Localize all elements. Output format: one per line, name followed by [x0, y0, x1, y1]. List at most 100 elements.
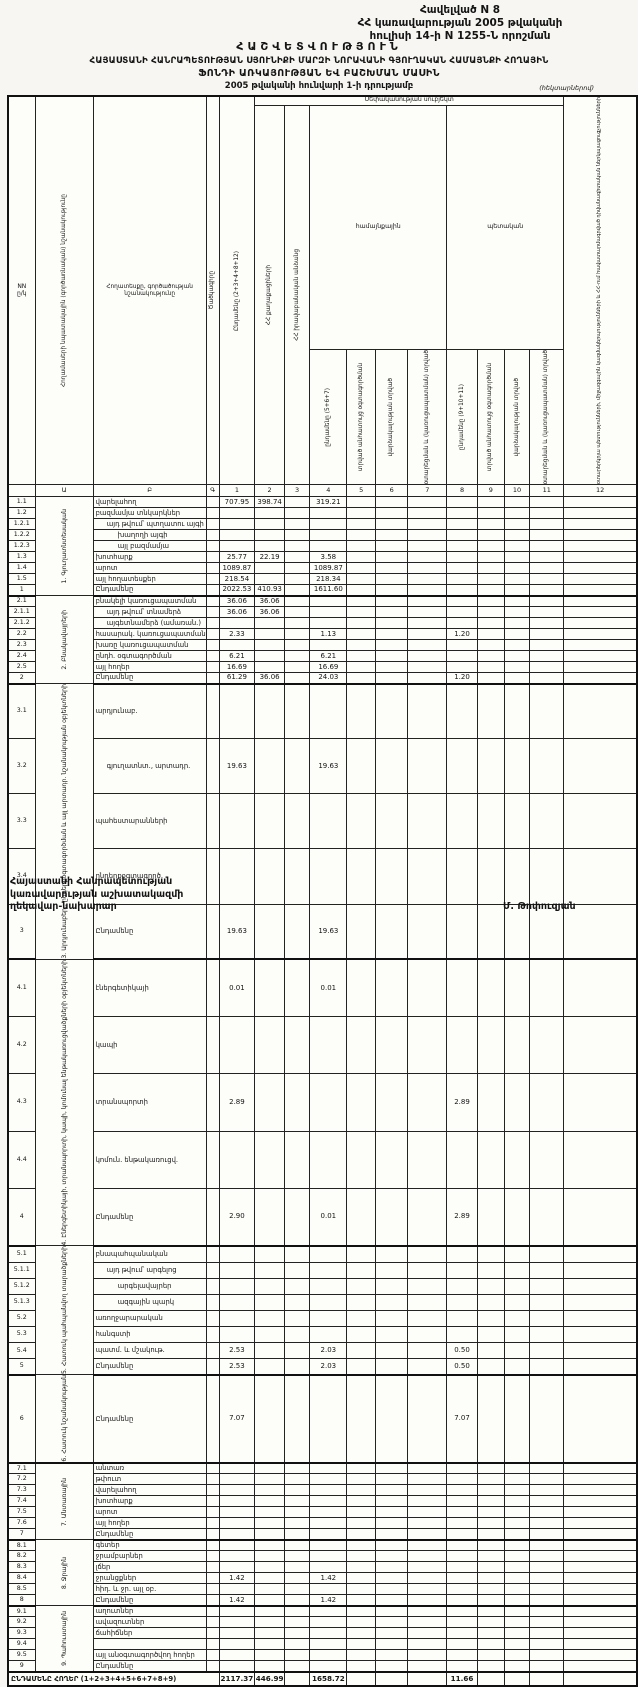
value-cell — [346, 1261, 376, 1279]
table-row: 4.3 տրանսպորտի 2.89 2.89 — [7, 1073, 638, 1132]
value-cell — [309, 518, 348, 531]
value-cell — [503, 738, 531, 795]
value-cell — [254, 650, 286, 663]
row-label: էներգետիկայի — [92, 958, 207, 1018]
table-row: 5.1.2 արգելավայրեր — [7, 1277, 638, 1295]
table-row: 8.5 հիդ. և ջր. այլ օբ. — [7, 1583, 638, 1596]
value-cell — [529, 617, 565, 630]
value-cell — [374, 540, 409, 553]
value-cell — [563, 1261, 638, 1279]
row-number: 8.5 — [7, 1583, 36, 1596]
table-row: 1.2.3 այլ բազմամյա — [7, 540, 638, 553]
value-cell — [476, 650, 505, 663]
units-note: (հեկտարներով) — [539, 84, 594, 92]
col-header-purpose: Հողամասերի նպատակային (գործառնական) նշան… — [34, 95, 94, 486]
value-cell — [374, 958, 409, 1018]
col-number: 11 — [529, 484, 565, 498]
code-cell — [205, 551, 220, 564]
row-number: 5.1.3 — [7, 1293, 36, 1311]
value-cell — [446, 1261, 478, 1279]
value-cell — [284, 738, 311, 795]
value-cell — [503, 1528, 531, 1541]
code-cell — [205, 1550, 220, 1563]
value-cell: 398.74 — [254, 496, 286, 509]
value-cell — [563, 1616, 638, 1629]
value-cell — [446, 1528, 478, 1541]
value-cell — [284, 529, 311, 542]
value-cell — [529, 1473, 565, 1486]
value-cell — [503, 1495, 531, 1508]
table-row: 9.4 — [7, 1638, 638, 1651]
code-cell — [205, 1261, 220, 1279]
value-cell — [346, 1572, 376, 1585]
row-number: 5.2 — [7, 1309, 36, 1328]
value-cell — [446, 584, 478, 597]
row-label: գետեր — [92, 1539, 207, 1552]
value-cell — [446, 518, 478, 531]
value-cell — [407, 1277, 448, 1295]
value-cell — [284, 1188, 311, 1247]
value-cell — [529, 540, 565, 553]
value-cell — [346, 1594, 376, 1607]
value-cell — [218, 507, 256, 520]
row-label: հանգստի — [92, 1326, 207, 1344]
row-label: այլ հողատեսքեր — [92, 573, 207, 586]
value-cell — [284, 1261, 311, 1279]
value-cell — [476, 562, 505, 575]
row-label: վարելահող — [92, 496, 207, 509]
value-cell — [284, 1130, 311, 1190]
row-label: գյուղատնտ., արտադր. — [92, 738, 207, 795]
value-cell — [218, 1326, 256, 1344]
row-number: 1.2.1 — [7, 518, 36, 531]
value-cell — [309, 1638, 348, 1651]
row-label: Ընդամենը — [92, 1358, 207, 1376]
value-cell — [563, 573, 638, 586]
value-cell — [446, 1638, 478, 1651]
col-number: 1 — [218, 484, 256, 498]
value-cell — [254, 1572, 286, 1585]
row-number: 7.2 — [7, 1473, 36, 1486]
value-cell — [476, 1495, 505, 1508]
value-cell — [218, 1130, 256, 1190]
section-label: 7. Անտառային — [34, 1462, 94, 1541]
value-cell — [407, 518, 448, 531]
value-cell — [446, 793, 478, 850]
value-cell — [503, 1627, 531, 1640]
value-cell — [309, 1462, 348, 1475]
value-cell — [529, 1261, 565, 1279]
row-number: 2.1 — [7, 595, 36, 608]
row-label: բնակելի կառուցապատման — [92, 595, 207, 608]
value-cell — [563, 518, 638, 531]
row-number: 7.5 — [7, 1506, 36, 1519]
value-cell — [374, 672, 409, 685]
value-cell — [284, 573, 311, 586]
value-cell — [563, 1605, 638, 1618]
value-cell — [407, 628, 448, 641]
value-cell — [563, 1660, 638, 1673]
value-cell — [346, 1374, 376, 1464]
value-cell — [374, 650, 409, 663]
value-cell — [407, 1293, 448, 1311]
col-header-total: Ընդամենը (2+3+4+8+12) — [218, 95, 256, 486]
value-cell — [476, 1583, 505, 1596]
row-number: 3.3 — [7, 793, 36, 850]
value-cell — [407, 507, 448, 520]
value-cell — [503, 1073, 531, 1132]
value-cell — [346, 518, 376, 531]
appendix-line2: ՀՀ կառավարության 2005 թվականի — [357, 16, 563, 29]
row-label: այլ հողեր — [92, 1517, 207, 1530]
row-number: 8.3 — [7, 1561, 36, 1574]
col-number: 6 — [374, 484, 409, 498]
code-cell — [205, 1342, 220, 1360]
value-cell — [529, 1550, 565, 1563]
value-cell — [503, 661, 531, 674]
value-cell — [407, 606, 448, 619]
col-number: 2 — [254, 484, 286, 498]
code-cell — [205, 1073, 220, 1132]
value-cell — [346, 1188, 376, 1247]
row-number: 2.2 — [7, 628, 36, 641]
code-cell — [205, 628, 220, 641]
value-cell — [284, 595, 311, 608]
value-cell: 218.34 — [309, 573, 348, 586]
grand-total-label: ԸՆԴԱՄԵՆԸ ՀՈՂԵՐ (1+2+3+4+5+6+7+8+9) — [7, 1670, 220, 1687]
